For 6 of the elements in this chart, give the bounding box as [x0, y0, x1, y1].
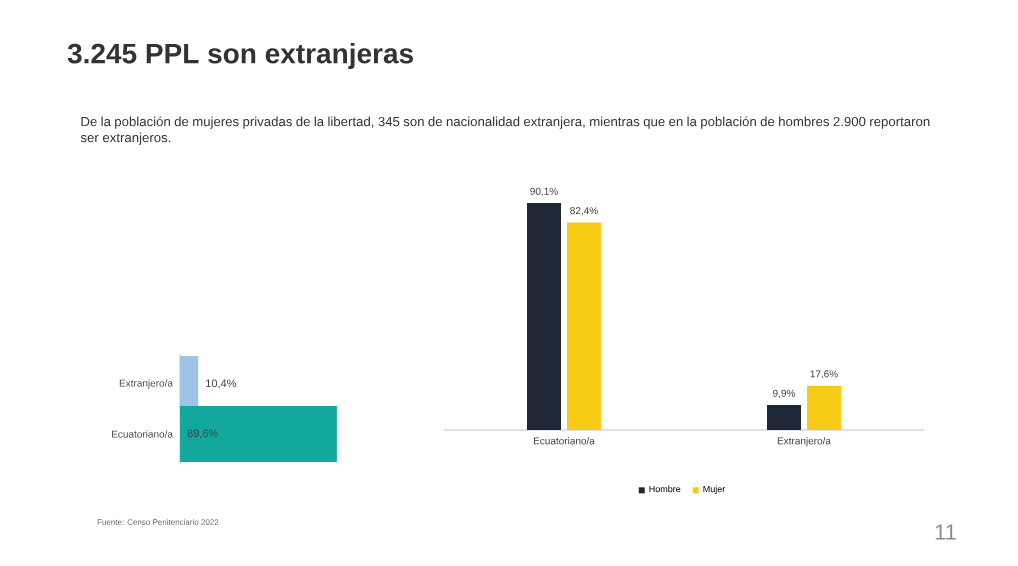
bar [567, 222, 601, 430]
text: 11 [935, 524, 956, 540]
bar [766, 405, 801, 430]
bar [527, 203, 561, 430]
bar [806, 385, 841, 430]
chart-title: 3.245 PPL son extranjeras [67, 42, 413, 70]
